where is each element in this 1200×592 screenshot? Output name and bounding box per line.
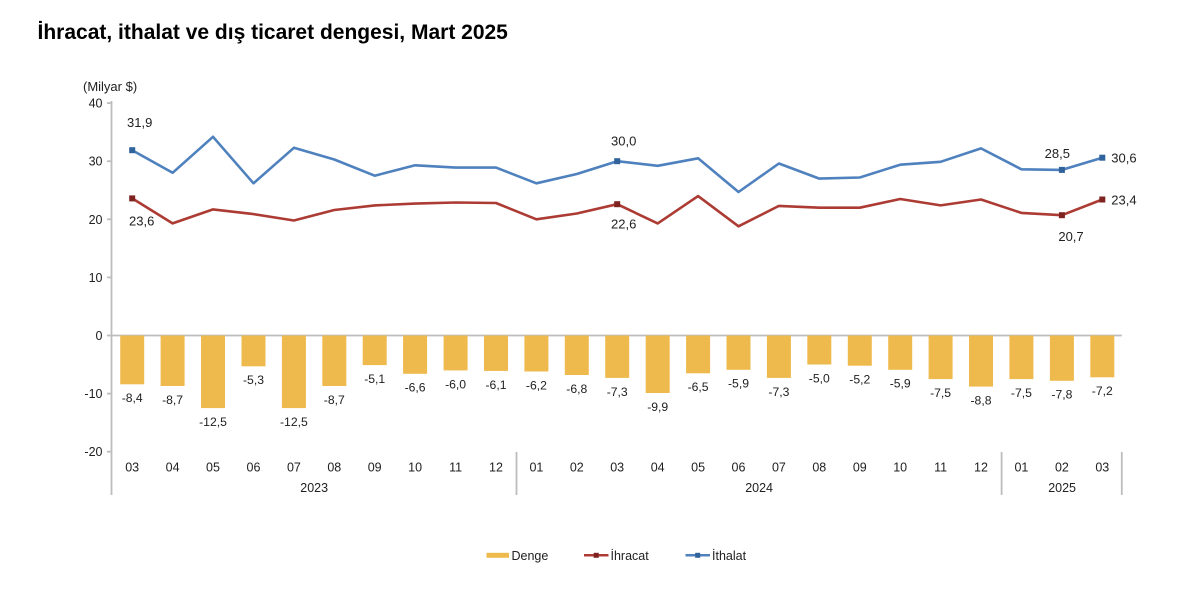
svg-text:-7,5: -7,5: [930, 386, 951, 400]
svg-text:07: 07: [287, 460, 301, 474]
svg-text:01: 01: [529, 460, 543, 474]
svg-text:-5,9: -5,9: [890, 377, 911, 391]
svg-text:12: 12: [489, 460, 503, 474]
svg-text:28,5: 28,5: [1045, 146, 1070, 161]
svg-text:23,4: 23,4: [1111, 193, 1136, 208]
svg-text:11: 11: [449, 460, 462, 474]
svg-text:(Milyar $): (Milyar $): [83, 79, 137, 94]
svg-text:İthalat: İthalat: [712, 549, 747, 563]
svg-text:30,0: 30,0: [611, 134, 636, 149]
svg-text:-7,2: -7,2: [1092, 384, 1113, 398]
svg-text:-5,1: -5,1: [364, 372, 385, 386]
svg-text:07: 07: [772, 460, 786, 474]
svg-text:04: 04: [651, 460, 665, 474]
svg-text:11: 11: [934, 460, 947, 474]
svg-text:05: 05: [691, 460, 705, 474]
svg-text:-20: -20: [84, 445, 102, 459]
svg-text:10: 10: [89, 271, 103, 285]
svg-text:2023: 2023: [300, 481, 328, 495]
svg-text:06: 06: [247, 460, 261, 474]
svg-text:-12,5: -12,5: [280, 415, 308, 429]
svg-text:2025: 2025: [1048, 481, 1076, 495]
svg-text:01: 01: [1014, 460, 1028, 474]
svg-text:-7,8: -7,8: [1051, 388, 1072, 402]
svg-text:-7,3: -7,3: [768, 385, 789, 399]
svg-text:10: 10: [408, 460, 422, 474]
svg-text:-8,4: -8,4: [122, 391, 143, 405]
svg-text:-8,7: -8,7: [324, 393, 345, 407]
svg-text:10: 10: [893, 460, 907, 474]
svg-text:-6,1: -6,1: [485, 378, 506, 392]
svg-text:04: 04: [166, 460, 180, 474]
svg-text:30,6: 30,6: [1111, 151, 1136, 166]
svg-text:0: 0: [96, 329, 103, 343]
svg-text:05: 05: [206, 460, 220, 474]
svg-text:-6,0: -6,0: [445, 377, 466, 391]
svg-text:22,6: 22,6: [611, 216, 636, 231]
svg-text:İhracat: İhracat: [611, 549, 650, 563]
svg-text:20,7: 20,7: [1058, 229, 1083, 244]
svg-text:02: 02: [570, 460, 584, 474]
svg-text:-5,2: -5,2: [849, 373, 870, 387]
svg-text:2024: 2024: [745, 481, 773, 495]
svg-text:-5,3: -5,3: [243, 373, 264, 387]
svg-text:-6,5: -6,5: [688, 380, 709, 394]
svg-text:-8,8: -8,8: [970, 394, 991, 408]
svg-text:08: 08: [327, 460, 341, 474]
svg-text:30: 30: [89, 155, 103, 169]
svg-text:-8,7: -8,7: [162, 393, 183, 407]
svg-text:31,9: 31,9: [127, 115, 152, 130]
svg-text:Denge: Denge: [512, 549, 549, 563]
svg-text:-7,3: -7,3: [607, 385, 628, 399]
svg-text:09: 09: [368, 460, 382, 474]
svg-text:-10: -10: [84, 387, 102, 401]
svg-text:08: 08: [812, 460, 826, 474]
svg-text:09: 09: [853, 460, 867, 474]
svg-text:-6,6: -6,6: [405, 381, 426, 395]
svg-text:-6,2: -6,2: [526, 378, 547, 392]
svg-text:06: 06: [732, 460, 746, 474]
svg-text:-12,5: -12,5: [199, 415, 227, 429]
svg-text:02: 02: [1055, 460, 1069, 474]
svg-text:-6,8: -6,8: [566, 382, 587, 396]
svg-text:23,6: 23,6: [129, 213, 154, 228]
svg-text:-9,9: -9,9: [647, 400, 668, 414]
svg-text:03: 03: [125, 460, 139, 474]
svg-text:12: 12: [974, 460, 988, 474]
svg-text:-5,9: -5,9: [728, 377, 749, 391]
svg-text:03: 03: [1095, 460, 1109, 474]
svg-text:40: 40: [89, 97, 103, 111]
svg-text:03: 03: [610, 460, 624, 474]
svg-text:İhracat, ithalat ve dış ticare: İhracat, ithalat ve dış ticaret dengesi,…: [38, 21, 509, 44]
svg-text:-7,5: -7,5: [1011, 386, 1032, 400]
svg-text:20: 20: [89, 213, 103, 227]
svg-text:-5,0: -5,0: [809, 371, 830, 385]
